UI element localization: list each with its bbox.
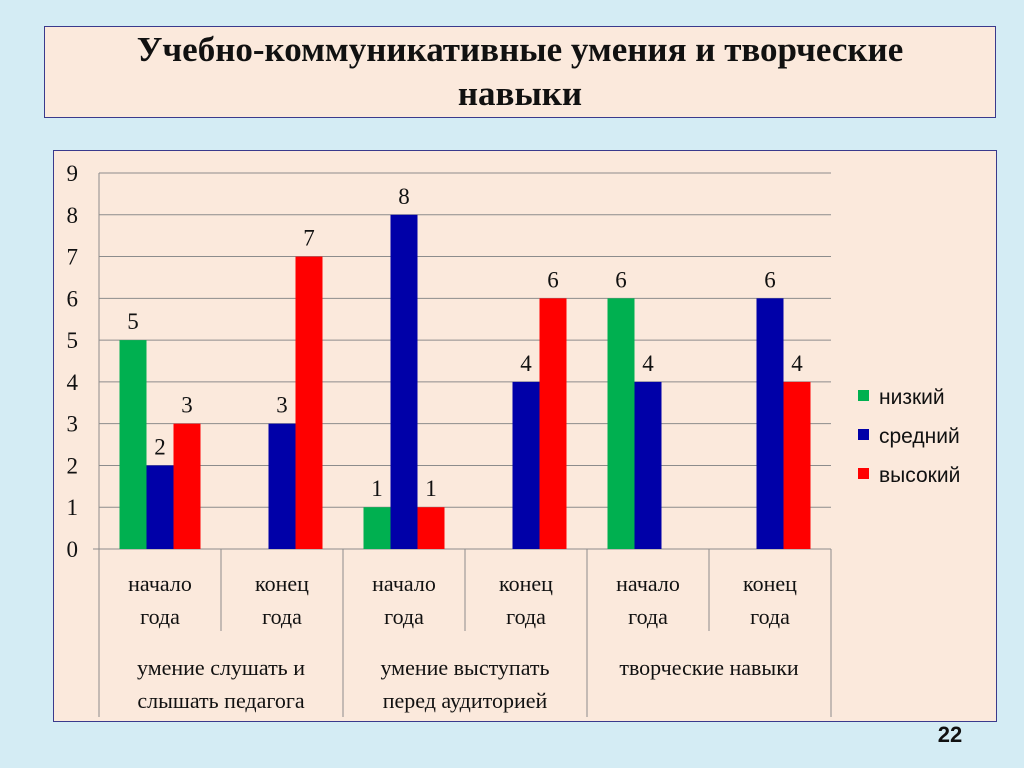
data-label: 5: [127, 309, 139, 334]
page-number: 22: [937, 722, 963, 747]
group-label: слышать педагога: [137, 688, 305, 713]
y-tick-label: 6: [67, 286, 79, 311]
title-box: Учебно-коммуникативные умения и творческ…: [44, 26, 996, 118]
y-tick-label: 2: [67, 453, 79, 478]
data-label: 4: [642, 351, 654, 376]
data-label: 1: [425, 476, 437, 501]
y-tick-label: 9: [67, 161, 79, 186]
category-label: года: [750, 604, 790, 629]
legend-swatch-средний: [858, 429, 869, 440]
bar-низкий: [119, 340, 147, 549]
group-label: перед аудиторией: [383, 688, 548, 713]
legend-label: средний: [879, 425, 960, 448]
category-label: года: [140, 604, 180, 629]
bar-высокий: [417, 507, 445, 549]
category-label: начало: [372, 571, 436, 596]
chart-panel: 0 1 2 3 4 5 6 7 8 9 начало года конец года начало года к…: [53, 150, 997, 722]
bar-средний: [634, 381, 662, 549]
y-tick-label: 7: [67, 245, 79, 270]
category-label: начало: [616, 571, 680, 596]
legend-label: высокий: [879, 464, 960, 487]
y-tick-label: 8: [67, 203, 79, 228]
group-label: творческие навыки: [619, 655, 799, 680]
y-tick-label: 1: [67, 495, 79, 520]
group-label: умение выступать: [380, 655, 549, 680]
legend-label: низкий: [879, 386, 945, 409]
bar-высокий: [295, 256, 323, 549]
data-label: 2: [154, 434, 166, 459]
category-label: конец: [499, 571, 553, 596]
data-label: 3: [181, 393, 193, 418]
bar-высокий: [173, 423, 201, 549]
data-label: 4: [791, 351, 803, 376]
y-tick-label: 3: [67, 412, 79, 437]
bar-средний: [390, 214, 418, 549]
legend-swatch-низкий: [858, 390, 869, 401]
y-tick-label: 4: [67, 370, 79, 395]
y-tick-label: 5: [67, 328, 79, 353]
data-label: 3: [276, 393, 288, 418]
data-label: 4: [520, 351, 532, 376]
data-label: 7: [303, 226, 315, 251]
category-label: года: [628, 604, 668, 629]
group-label: умение слушать и: [137, 655, 305, 680]
bar-средний: [146, 465, 174, 549]
category-label: начало: [128, 571, 192, 596]
bar-средний: [512, 381, 540, 549]
category-label: года: [262, 604, 302, 629]
bar-низкий: [607, 298, 635, 549]
bar-средний: [268, 423, 296, 549]
legend-swatch-высокий: [858, 468, 869, 479]
bar-chart: 0123456789началогодаконецгоданачалогодак…: [67, 161, 960, 717]
category-label: конец: [743, 571, 797, 596]
category-label: года: [384, 604, 424, 629]
slide-title: Учебно-коммуникативные умения и творческ…: [136, 30, 904, 113]
bar-высокий: [539, 298, 567, 549]
data-label: 6: [764, 267, 776, 292]
data-label: 1: [371, 476, 383, 501]
y-tick-label: 0: [67, 537, 79, 562]
data-label: 8: [398, 184, 410, 209]
category-label: года: [506, 604, 546, 629]
bar-средний: [756, 298, 784, 549]
data-label: 6: [615, 267, 627, 292]
bar-высокий: [783, 381, 811, 549]
bar-низкий: [363, 507, 391, 549]
data-label: 6: [547, 267, 559, 292]
category-label: конец: [255, 571, 309, 596]
